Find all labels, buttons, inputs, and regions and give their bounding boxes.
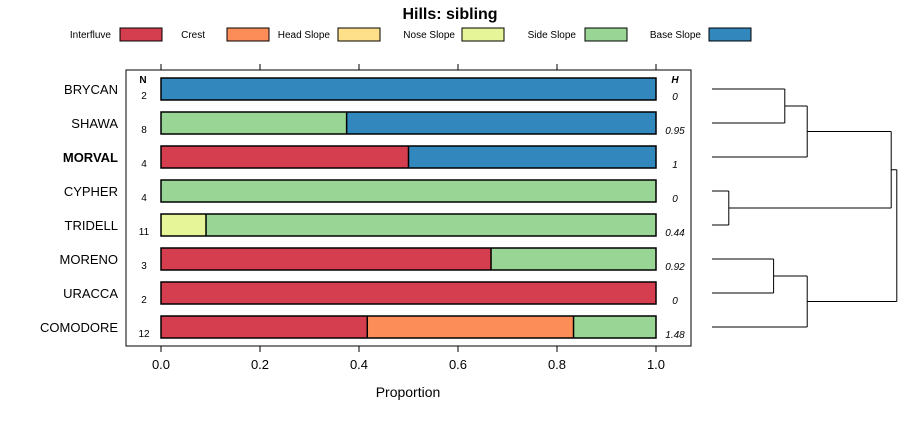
bar-shawa-base-slope [346,112,656,134]
x-axis-title: Proportion [376,384,441,400]
bar-comodore-interfluve [161,316,368,338]
h-value-moreno: 0.92 [665,262,685,273]
bar-shawa-side-slope [161,112,347,134]
n-value-tridell: 11 [139,227,150,238]
legend-label-head-slope: Head Slope [278,30,331,41]
h-value-cypher: 0 [672,194,678,205]
legend-label-base-slope: Base Slope [650,30,702,41]
h-value-uracca: 0 [672,296,678,307]
n-value-moreno: 3 [141,261,147,272]
bar-uracca-interfluve [161,282,656,304]
row-label-tridell: TRIDELL [65,218,118,233]
bar-comodore-crest [367,316,574,338]
x-tick-label: 0.4 [350,357,368,372]
row-label-morval: MORVAL [63,150,118,165]
bar-outline-uracca [160,281,657,305]
x-tick-label: 0.8 [548,357,566,372]
n-value-uracca: 2 [141,295,147,306]
bar-moreno-side-slope [491,248,656,270]
n-value-comodore: 12 [138,329,150,340]
bar-outline-morval [160,145,657,169]
legend-label-crest: Crest [181,30,205,41]
n-value-brycan: 2 [141,91,147,102]
chart-title: Hills: sibling [402,6,497,23]
row-label-uracca: URACCA [63,286,118,301]
bar-moreno-interfluve [161,248,492,270]
bar-outline-brycan [160,77,657,101]
row-label-comodore: COMODORE [40,320,118,335]
legend-swatch-nose-slope [461,27,505,42]
bar-comodore-side-slope [573,316,657,338]
x-tick-label: 1.0 [647,357,665,372]
bar-cypher-side-slope [161,180,656,202]
legend-swatch-interfluve [119,27,163,42]
n-value-cypher: 4 [141,193,147,204]
bar-brycan-base-slope [161,78,656,100]
bar-outline-comodore [160,315,657,339]
n-value-morval: 4 [141,159,147,170]
bar-outline-cypher [160,179,657,203]
legend-label-side-slope: Side Slope [528,30,577,41]
n-column-header: N [139,75,146,86]
legend-swatch-side-slope [584,27,628,42]
bar-outline-moreno [160,247,657,271]
h-value-shawa: 0.95 [665,126,685,137]
x-tick-label: 0.0 [152,357,170,372]
h-value-morval: 1 [672,160,678,171]
bar-outline-shawa [160,111,657,135]
legend-label-nose-slope: Nose Slope [403,30,455,41]
legend-swatch-base-slope [708,27,752,42]
legend-swatch-crest [226,27,270,42]
x-tick-label: 0.2 [251,357,269,372]
legend-swatch-head-slope [337,27,381,42]
row-label-shawa: SHAWA [71,116,118,131]
bar-tridell-side-slope [205,214,657,236]
bar-outline-tridell [160,213,657,237]
row-label-brycan: BRYCAN [64,82,118,97]
bar-tridell-nose-slope [161,214,206,236]
bar-morval-base-slope [408,146,656,168]
row-label-moreno: MORENO [60,252,119,267]
h-value-tridell: 0.44 [665,228,685,239]
row-label-cypher: CYPHER [64,184,118,199]
n-value-shawa: 8 [141,125,147,136]
x-tick-label: 0.6 [449,357,467,372]
plot-frame [125,69,692,347]
rows: BRYCAN 2 0 SHAWA 8 0.95 MORVAL 4 1 CYPHER 4 0 TRIDEL… [40,77,685,341]
h-value-brycan: 0 [672,92,678,103]
legend-label-interfluve: Interfluve [70,30,112,41]
dendrogram [712,88,898,328]
h-column-header: H [671,75,679,86]
bar-morval-interfluve [161,146,409,168]
h-value-comodore: 1.48 [665,330,685,341]
legend: Interfluve Crest Head Slope Nose Slope Side … [70,27,752,42]
x-axis: 0.0 0.2 0.4 0.6 0.8 1.0 [152,64,665,372]
